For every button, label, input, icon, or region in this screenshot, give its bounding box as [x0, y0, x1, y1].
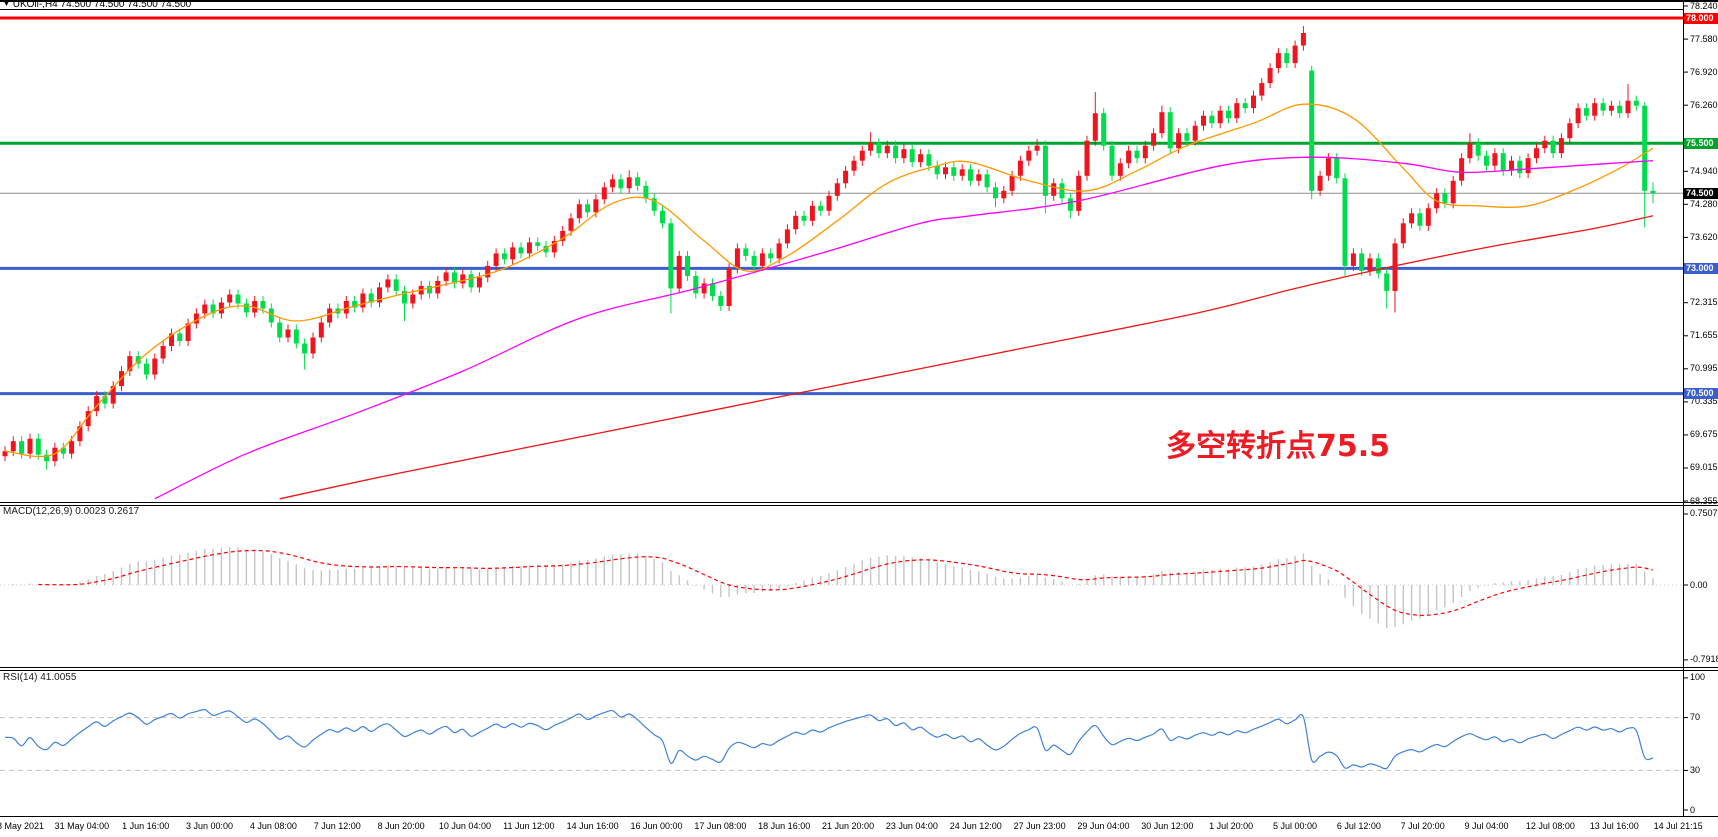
price-axis-tick: 70.335: [1690, 396, 1718, 407]
time-axis-label: 1 Jul 20:00: [1209, 821, 1254, 831]
time-axis-label: 12 Jul 08:00: [1525, 821, 1575, 831]
price-axis-tick: 76.260: [1690, 99, 1718, 110]
time-axis-label: 29 Jun 04:00: [1077, 821, 1130, 831]
ohlc-values: 74.500 74.500 74.500 74.500: [60, 0, 192, 10]
price-level-box-73.000: 73.000: [1684, 262, 1718, 274]
time-axis-label: 14 Jun 16:00: [566, 821, 619, 831]
ma-slow-red: [279, 215, 1654, 500]
time-axis-label: 23 Jun 04:00: [885, 821, 938, 831]
rsi-axis-tick: 30: [1690, 764, 1701, 775]
price-level-box-70.500: 70.500: [1684, 388, 1718, 400]
time-axis-label: 18 Jun 16:00: [758, 821, 811, 831]
time-axis-label: 7 Jun 12:00: [313, 821, 361, 831]
rsi-axis-tick: 100: [1690, 672, 1706, 683]
price-level-box-75.500: 75.500: [1684, 137, 1718, 149]
price-level-box-78.000: 78.000: [1684, 12, 1718, 24]
price-axis-tick: 68.355: [1690, 495, 1718, 506]
price-axis-tick: 72.315: [1690, 297, 1718, 308]
chevron-down-icon[interactable]: ▼: [3, 1, 10, 8]
time-axis-label: 17 Jun 08:00: [694, 821, 747, 831]
ma-fast-orange: [4, 103, 1654, 458]
price-axis-tick: 69.675: [1690, 429, 1718, 440]
time-axis-label: 21 Jun 20:00: [822, 821, 875, 831]
price-axis-tick: 76.920: [1690, 66, 1718, 77]
price-axis-tick: 78.240: [1690, 0, 1718, 11]
time-axis-label: 28 May 2021: [0, 821, 45, 831]
rsi-line: [4, 708, 1654, 770]
chart-annotation-text: 多空转折点75.5: [1166, 429, 1391, 464]
macd-signal-line: [38, 549, 1654, 616]
price-axis-tick: 70.995: [1690, 363, 1718, 374]
macd-axis-tick: -0.7918: [1690, 654, 1718, 665]
time-axis-label: 6 Jul 12:00: [1336, 821, 1381, 831]
time-axis-label: 7 Jul 20:00: [1400, 821, 1445, 831]
time-axis-label: 8 Jun 20:00: [377, 821, 425, 831]
time-axis-label: 5 Jul 00:00: [1272, 821, 1318, 831]
time-axis-label: 3 Jun 00:00: [186, 821, 234, 831]
time-axis-label: 1 Jun 16:00: [122, 821, 170, 831]
time-axis-label: 9 Jul 04:00: [1464, 821, 1509, 831]
price-axis-tick: 77.580: [1690, 33, 1718, 44]
time-axis-label: 16 Jun 00:00: [630, 821, 683, 831]
time-axis-label: 30 Jun 12:00: [1141, 821, 1194, 831]
symbol-period-label: UKOil-,H4: [12, 0, 58, 10]
time-axis-label: 27 Jun 23:00: [1013, 821, 1066, 831]
time-axis-label: 24 Jun 12:00: [949, 821, 1002, 831]
time-axis-label: 31 May 04:00: [54, 821, 110, 831]
rsi-indicator-label: RSI(14) 41.0055: [3, 672, 77, 683]
price-axis-tick: 74.280: [1690, 198, 1718, 209]
price-axis-tick: 69.015: [1690, 462, 1718, 473]
price-axis-tick: 74.940: [1690, 165, 1718, 176]
time-axis-label: 13 Jul 16:00: [1589, 821, 1639, 831]
time-axis-label: 14 Jul 21:15: [1653, 821, 1703, 831]
macd-indicator-label: MACD(12,26,9) 0.0023 0.2617: [3, 506, 140, 517]
price-level-box-74.500: 74.500: [1684, 187, 1718, 199]
rsi-axis-tick: 0: [1690, 804, 1696, 815]
price-axis-tick: 73.620: [1690, 231, 1718, 242]
time-axis-label: 10 Jun 04:00: [438, 821, 491, 831]
time-axis-label: 4 Jun 08:00: [249, 821, 297, 831]
time-axis-label: 11 Jun 12:00: [503, 821, 555, 831]
ma-mid-magenta: [154, 156, 1654, 500]
rsi-axis-tick: 70: [1690, 712, 1701, 723]
price-axis-tick: 71.655: [1690, 330, 1718, 341]
macd-axis-tick: 0.00: [1690, 579, 1708, 590]
symbol-header[interactable]: ▼ UKOil-,H4 74.500 74.500 74.500 74.500: [3, 0, 192, 10]
macd-axis-tick: 0.7507: [1690, 508, 1718, 519]
